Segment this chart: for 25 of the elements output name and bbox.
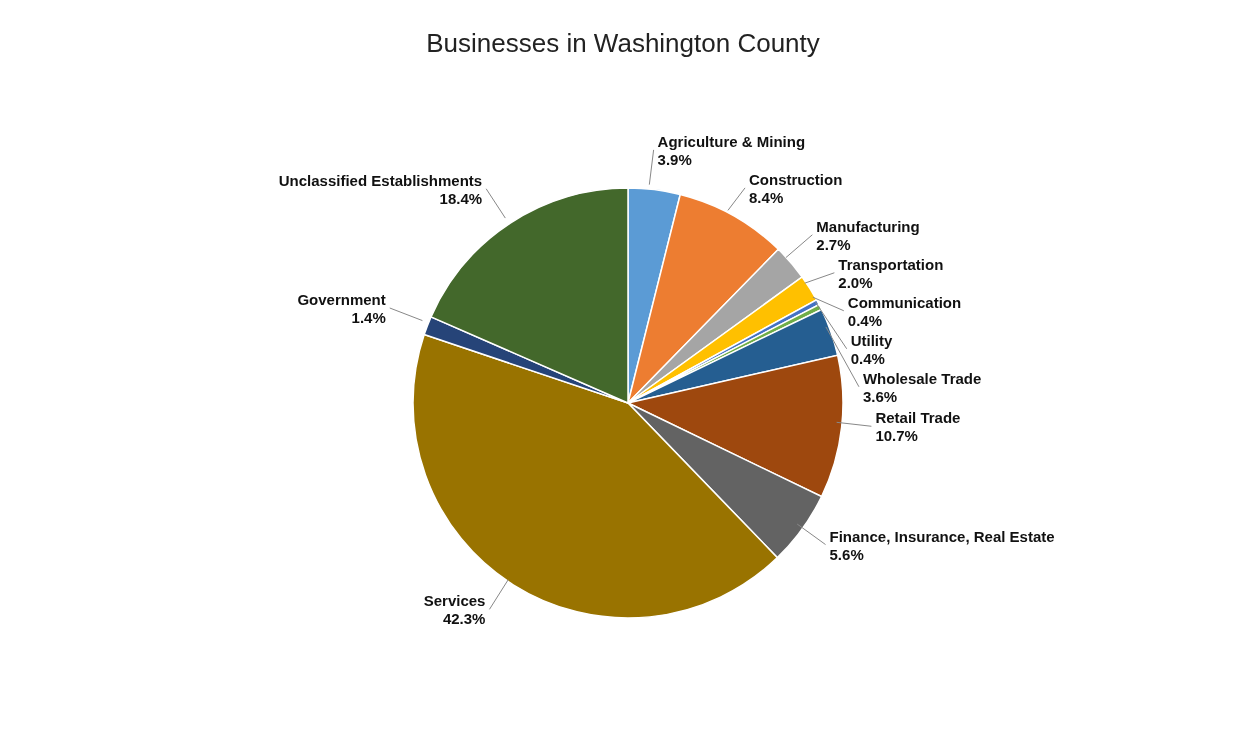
data-label: 3.6% <box>862 387 898 405</box>
data-label: 18.4% <box>439 189 483 207</box>
chart-title: Businesses in Washington County <box>426 28 820 58</box>
data-label: 3.9% <box>657 150 692 168</box>
slice-label: Construction <box>749 170 843 188</box>
slice-label: Utility <box>850 331 894 349</box>
data-label: 1.4% <box>351 308 386 326</box>
slice-label: Services <box>423 592 486 610</box>
data-label: 0.4% <box>847 311 883 329</box>
slice-label: Unclassified Establishments <box>278 171 483 189</box>
data-label: 42.3% <box>442 610 486 628</box>
data-label: 8.4% <box>749 188 784 206</box>
slice-label: Finance, Insurance, Real Estate <box>829 527 1055 545</box>
data-label: 2.0% <box>838 273 873 291</box>
slice-label: Wholesale Trade <box>862 369 982 387</box>
data-label: 0.4% <box>850 349 885 367</box>
data-label: 2.7% <box>816 235 851 253</box>
slice-label: Communication <box>847 293 962 311</box>
data-label: 5.6% <box>829 545 864 563</box>
data-label: 10.7% <box>875 427 918 445</box>
slice-label: Manufacturing <box>816 217 920 235</box>
slice-label: Retail Trade <box>875 409 961 427</box>
slice-label: Transportation <box>838 255 944 273</box>
slice-label: Agriculture & Mining <box>657 132 806 150</box>
slice-label: Government <box>297 290 386 308</box>
